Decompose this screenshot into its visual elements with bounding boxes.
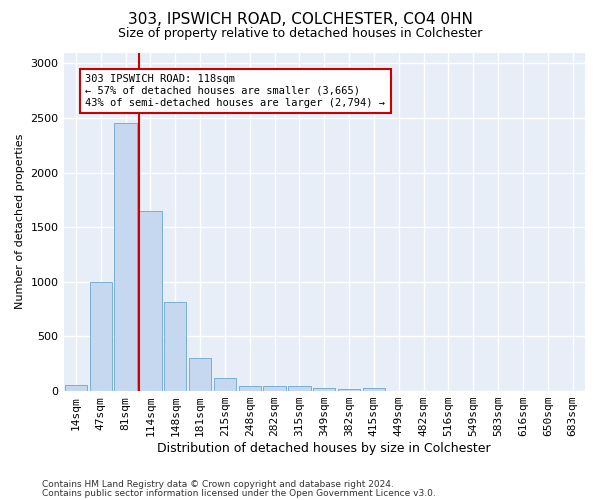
Text: Size of property relative to detached houses in Colchester: Size of property relative to detached ho… xyxy=(118,28,482,40)
Y-axis label: Number of detached properties: Number of detached properties xyxy=(15,134,25,310)
Bar xyxy=(263,386,286,391)
Bar xyxy=(65,384,87,391)
Bar xyxy=(288,386,311,391)
Text: 303, IPSWICH ROAD, COLCHESTER, CO4 0HN: 303, IPSWICH ROAD, COLCHESTER, CO4 0HN xyxy=(128,12,472,28)
Text: 303 IPSWICH ROAD: 118sqm
← 57% of detached houses are smaller (3,665)
43% of sem: 303 IPSWICH ROAD: 118sqm ← 57% of detach… xyxy=(85,74,385,108)
Bar xyxy=(363,388,385,391)
Bar xyxy=(214,378,236,391)
Bar xyxy=(313,388,335,391)
Bar xyxy=(139,211,161,391)
Bar xyxy=(89,282,112,391)
Text: Contains public sector information licensed under the Open Government Licence v3: Contains public sector information licen… xyxy=(42,488,436,498)
Bar xyxy=(115,124,137,391)
Text: Contains HM Land Registry data © Crown copyright and database right 2024.: Contains HM Land Registry data © Crown c… xyxy=(42,480,394,489)
X-axis label: Distribution of detached houses by size in Colchester: Distribution of detached houses by size … xyxy=(157,442,491,455)
Bar xyxy=(239,386,261,391)
Bar xyxy=(189,358,211,391)
Bar xyxy=(164,302,187,391)
Bar xyxy=(338,389,360,391)
